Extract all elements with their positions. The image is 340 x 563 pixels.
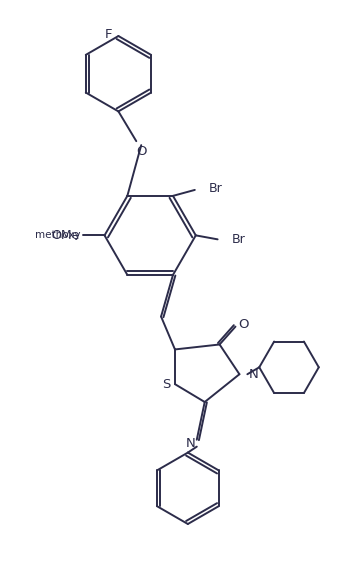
- Text: O: O: [136, 145, 147, 158]
- Text: Br: Br: [232, 233, 245, 246]
- Text: S: S: [162, 378, 170, 391]
- Text: F: F: [105, 28, 113, 41]
- Text: N: N: [186, 437, 196, 450]
- Text: methoxy: methoxy: [35, 230, 81, 240]
- Text: OMe: OMe: [51, 229, 80, 242]
- Text: O: O: [238, 318, 249, 331]
- Text: Br: Br: [209, 182, 222, 195]
- Text: N: N: [248, 368, 258, 381]
